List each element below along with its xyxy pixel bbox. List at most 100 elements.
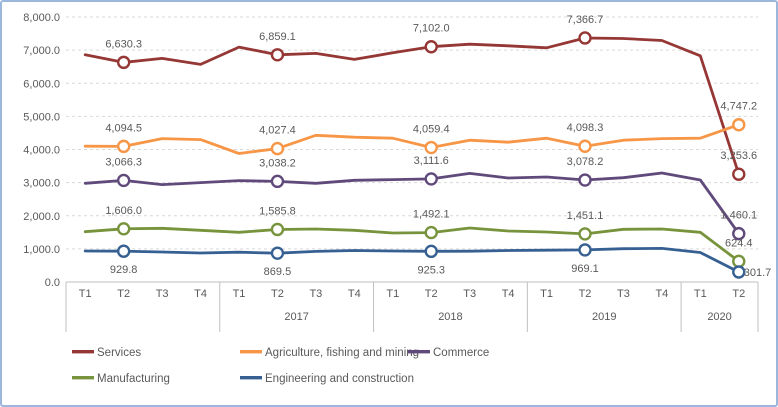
x-axis-quarter-label: T2 [425, 288, 438, 300]
x-axis-quarter-label: T3 [617, 288, 630, 300]
data-point-label: 869.5 [264, 266, 292, 278]
data-point-label: 1,460.1 [720, 210, 757, 222]
data-point-marker-services [578, 31, 592, 45]
data-point-label: 3,078.2 [567, 156, 604, 168]
data-point-marker-commerce [424, 172, 438, 186]
x-axis-year-label: 2020 [707, 311, 731, 323]
data-point-label: 4,027.4 [259, 125, 296, 137]
data-point-label: 7,366.7 [567, 14, 604, 26]
x-axis-quarter-label: T4 [348, 288, 361, 300]
data-point-label: 3,111.6 [414, 155, 449, 167]
data-point-label: 301.7 [744, 267, 772, 279]
data-point-label: 4,094.5 [105, 122, 142, 134]
legend-label: Engineering and construction [265, 373, 414, 385]
x-axis-year-label: 2017 [284, 311, 308, 323]
data-point-label: 4,747.2 [720, 101, 757, 113]
legend-swatch-engineering-and-construction [240, 376, 262, 380]
data-point-label: 1,451.1 [567, 210, 604, 222]
data-point-marker-agriculture-fishing-and-mining [424, 140, 438, 155]
y-axis-tick-label: 6,000.0 [23, 78, 60, 90]
x-axis-quarter-label: T2 [579, 288, 592, 300]
legend-swatch-commerce [408, 350, 430, 354]
data-point-marker-agriculture-fishing-and-mining [578, 139, 592, 153]
legend-swatch-services [72, 350, 94, 354]
series-line-manufacturing [83, 226, 741, 263]
x-axis-quarter-label: T3 [156, 288, 169, 300]
y-axis-tick-label: 4,000.0 [23, 145, 60, 157]
x-axis-year-label: 2018 [438, 311, 462, 323]
data-point-marker-engineering-and-construction [424, 244, 438, 259]
data-point-label: 3,253.6 [720, 150, 757, 162]
legend-item-services: Services [72, 347, 141, 359]
data-point-label: 6,859.1 [259, 31, 296, 43]
x-axis-quarter-label: T1 [386, 288, 399, 300]
data-point-label: 4,059.4 [413, 124, 450, 136]
data-point-marker-services [732, 167, 746, 181]
legend-item-agriculture-fishing-and-mining: Agriculture, fishing and mining [240, 347, 419, 359]
x-axis-quarter-label: T1 [694, 288, 707, 300]
data-point-label: 6,630.3 [105, 38, 142, 50]
y-axis-tick-label: 0.0 [45, 277, 60, 289]
data-point-marker-commerce [270, 174, 285, 189]
data-point-marker-manufacturing [116, 222, 131, 236]
data-point-marker-services [424, 40, 438, 54]
data-point-label: 929.8 [110, 264, 138, 276]
legend-item-engineering-and-construction: Engineering and construction [240, 373, 414, 385]
data-point-marker-agriculture-fishing-and-mining [732, 118, 746, 132]
x-axis-year-label: 2019 [592, 311, 616, 323]
data-point-marker-agriculture-fishing-and-mining [116, 139, 131, 154]
data-point-marker-engineering-and-construction [116, 244, 131, 258]
data-point-label: 1,585.8 [259, 205, 296, 217]
data-point-marker-agriculture-fishing-and-mining [270, 141, 285, 156]
legend-item-commerce: Commerce [408, 347, 489, 359]
y-axis-tick-label: 5,000.0 [23, 111, 60, 123]
legend-label: Services [97, 347, 141, 359]
data-point-marker-services [116, 55, 131, 70]
series-line-services [83, 36, 741, 176]
x-axis-quarter-label: T4 [655, 288, 668, 300]
data-point-marker-manufacturing [424, 225, 438, 240]
data-point-marker-engineering-and-construction [270, 246, 285, 260]
x-axis-quarter-label: T2 [117, 288, 130, 300]
x-axis-quarter-label: T1 [79, 288, 92, 300]
legend-label: Agriculture, fishing and mining [265, 347, 419, 359]
y-axis-tick-label: 1,000.0 [23, 244, 60, 256]
x-axis-quarter-label: T2 [271, 288, 284, 300]
data-point-label: 4,098.3 [567, 122, 604, 134]
data-point-marker-manufacturing [270, 222, 285, 237]
x-axis-quarter-label: T2 [732, 288, 745, 300]
data-point-marker-manufacturing [732, 254, 746, 269]
data-point-label: 3,066.3 [105, 156, 142, 168]
series-line-commerce [83, 171, 741, 236]
x-axis-quarter-label: T1 [233, 288, 246, 300]
data-point-marker-engineering-and-construction [578, 243, 592, 257]
x-axis-quarter-label: T4 [194, 288, 207, 300]
legend-swatch-manufacturing [72, 376, 94, 380]
legend-swatch-agriculture-fishing-and-mining [240, 350, 262, 354]
x-axis-quarter-label: T3 [309, 288, 322, 300]
data-point-label: 1,606.0 [105, 205, 142, 217]
data-point-marker-commerce [732, 226, 746, 241]
y-axis-tick-label: 3,000.0 [23, 178, 60, 190]
legend-label: Commerce [433, 347, 489, 359]
y-axis-tick-label: 7,000.0 [23, 45, 60, 57]
data-point-marker-services [270, 48, 285, 62]
legend-item-manufacturing: Manufacturing [72, 373, 170, 385]
series-line-engineering-and-construction [83, 246, 741, 274]
x-axis-quarter-label: T3 [463, 288, 476, 300]
data-point-marker-commerce [578, 173, 592, 187]
y-axis-tick-label: 8,000.0 [23, 12, 60, 24]
data-point-marker-engineering-and-construction [732, 265, 746, 279]
data-point-marker-commerce [116, 173, 131, 188]
x-axis-quarter-label: T4 [502, 288, 515, 300]
data-point-label: 624.4 [725, 237, 753, 249]
series-line-agriculture-fishing-and-mining [83, 123, 741, 155]
legend-label: Manufacturing [97, 373, 170, 385]
data-point-label: 3,038.2 [259, 157, 296, 169]
data-point-label: 925.3 [417, 264, 445, 276]
data-point-label: 7,102.0 [413, 23, 450, 35]
data-point-label: 1,492.1 [413, 209, 450, 221]
x-axis-quarter-label: T1 [540, 288, 553, 300]
